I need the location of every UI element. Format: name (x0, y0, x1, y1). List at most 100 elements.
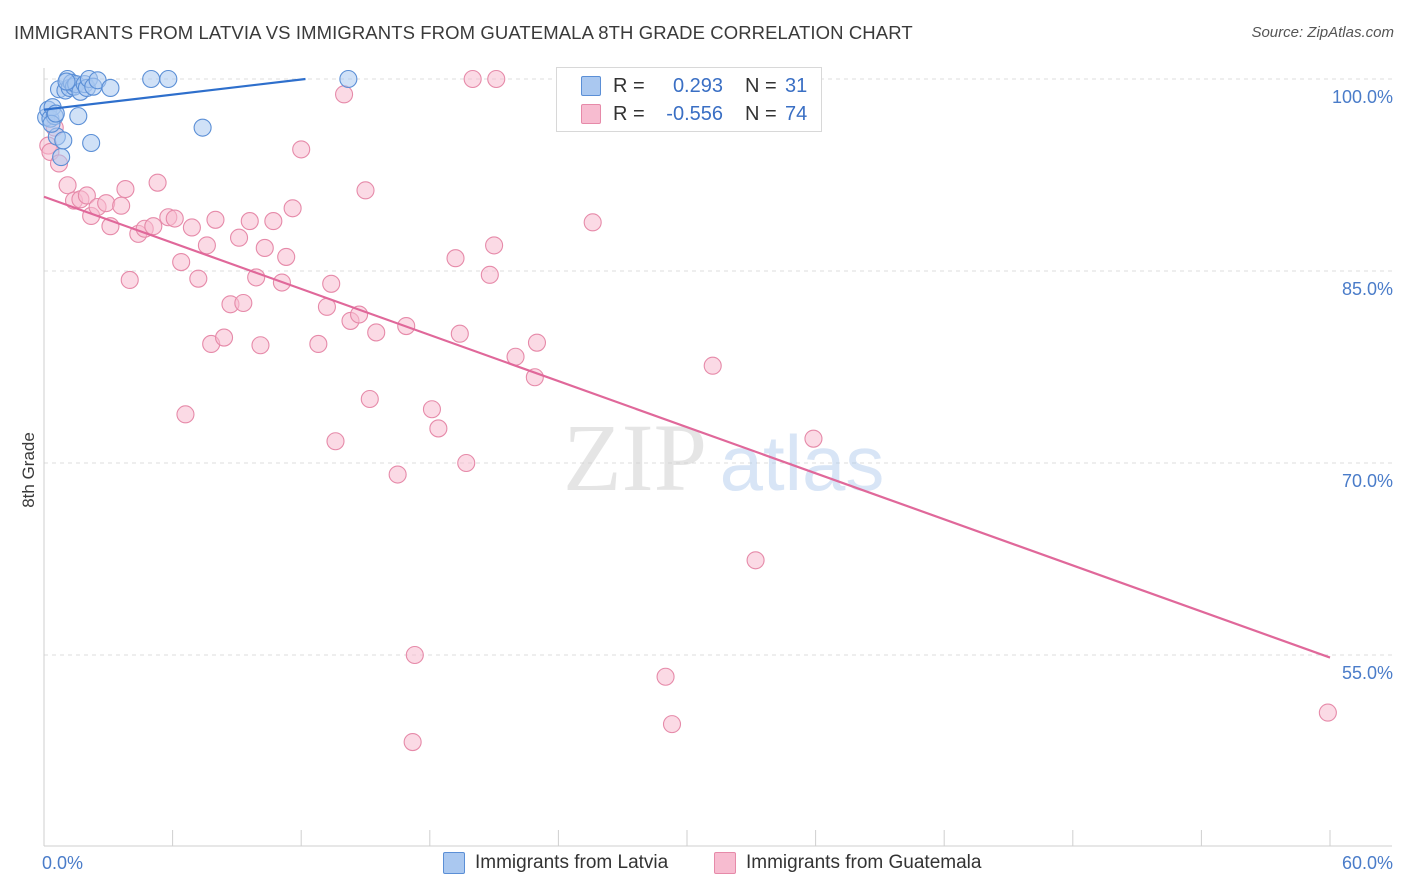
guatemala-point-48 (356, 181, 375, 200)
guatemala-point-12 (112, 196, 131, 215)
guatemala-n-label: N = (745, 102, 777, 125)
guatemala-trend-line (43, 195, 1331, 659)
tick-labels: 100.0% 85.0% 70.0% 55.0% 0.0% 60.0% (42, 87, 1393, 873)
guatemala-points (39, 69, 1337, 752)
x-tick-label-0: 0.0% (42, 853, 83, 873)
guatemala-point-20 (165, 209, 184, 228)
latvia-point-27 (339, 69, 358, 89)
legend-row-latvia: R = 0.293 N = 31 (581, 73, 807, 99)
guatemala-point-56 (429, 419, 448, 438)
latvia-swatch (581, 76, 601, 96)
y-tick-label-0: 100.0% (1332, 87, 1393, 107)
latvia-point-20 (82, 133, 101, 153)
guatemala-point-25 (197, 236, 216, 255)
guatemala-point-57 (446, 249, 465, 268)
guatemala-point-49 (360, 389, 379, 409)
guatemala-point-30 (229, 228, 249, 247)
guatemala-point-54 (405, 645, 424, 665)
guatemala-point-63 (487, 69, 506, 89)
guatemala-point-45 (335, 85, 354, 104)
guatemala-point-61 (480, 265, 499, 284)
axes (43, 68, 1392, 847)
trend-lines (43, 77, 1331, 659)
guatemala-point-51 (388, 465, 407, 484)
latvia-point-7 (52, 148, 71, 167)
x-tick-label-1: 60.0% (1342, 853, 1393, 873)
guatemala-point-41 (309, 334, 328, 354)
guatemala-point-21 (172, 252, 191, 272)
guatemala-point-7 (77, 186, 96, 205)
y-axis-label: 8th Grade (19, 432, 38, 508)
guatemala-point-32 (240, 212, 259, 231)
series-legend: Immigrants from Latvia Immigrants from G… (0, 852, 1406, 878)
guatemala-point-35 (255, 238, 274, 258)
guatemala-point-36 (264, 212, 283, 231)
guatemala-point-14 (120, 270, 139, 290)
guatemala-point-17 (144, 217, 163, 236)
guatemala-point-66 (527, 333, 547, 352)
guatemala-point-40 (292, 140, 311, 159)
guatemala-point-67 (583, 213, 602, 232)
guatemala-point-71 (746, 551, 765, 570)
latvia-r-value: 0.293 (672, 74, 723, 97)
guatemala-r-label: R = (613, 102, 645, 125)
guatemala-point-68 (656, 667, 675, 686)
y-tick-label-2: 70.0% (1342, 471, 1393, 491)
guatemala-point-59 (457, 453, 476, 473)
latvia-n-label: N = (745, 74, 777, 97)
guatemala-point-34 (251, 336, 270, 355)
guatemala-point-38 (277, 247, 296, 266)
watermark-zip: ZIP (563, 404, 707, 511)
guatemala-point-24 (189, 269, 208, 288)
guatemala-point-28 (214, 328, 234, 347)
legend-guatemala-swatch (714, 852, 736, 874)
guatemala-point-27 (206, 210, 225, 229)
guatemala-point-39 (283, 199, 302, 218)
latvia-point-15 (69, 107, 88, 126)
latvia-point-26 (193, 118, 212, 137)
guatemala-point-23 (182, 218, 201, 237)
latvia-r-label: R = (613, 74, 645, 97)
guatemala-point-43 (322, 274, 341, 293)
guatemala-point-73 (804, 429, 823, 448)
guatemala-point-22 (176, 405, 195, 424)
legend-item-guatemala: Immigrants from Guatemala (714, 852, 981, 874)
guatemala-point-53 (403, 732, 422, 752)
guatemala-point-18 (148, 173, 167, 192)
latvia-point-8 (54, 131, 73, 150)
guatemala-point-13 (116, 180, 135, 199)
guatemala-point-62 (485, 236, 504, 255)
guatemala-point-69 (662, 715, 682, 734)
stats-legend: R = 0.293 N = 31 R = -0.556 N = 74 (556, 67, 822, 132)
guatemala-point-4 (58, 176, 77, 195)
legend-latvia-swatch (443, 852, 465, 874)
latvia-point-23 (101, 78, 120, 98)
guatemala-point-58 (450, 324, 469, 343)
y-tick-label-1: 85.0% (1342, 279, 1393, 299)
latvia-trend-line (43, 77, 306, 111)
guatemala-r-value: -0.556 (666, 102, 723, 125)
legend-latvia-label: Immigrants from Latvia (475, 852, 669, 873)
chart-title: IMMIGRANTS FROM LATVIA VS IMMIGRANTS FRO… (14, 22, 913, 43)
latvia-n-value: 31 (785, 74, 808, 97)
legend-guatemala-label: Immigrants from Guatemala (746, 852, 982, 873)
source-label: Source: ZipAtlas.com (1251, 24, 1394, 41)
latvia-point-30 (57, 72, 76, 91)
latvia-point-25 (159, 69, 178, 89)
guatemala-point-70 (703, 356, 722, 375)
guatemala-point-60 (463, 69, 482, 89)
latvia-points (37, 69, 358, 167)
legend-item-latvia: Immigrants from Latvia (443, 852, 668, 874)
guatemala-point-50 (367, 323, 386, 342)
guatemala-n-value: 74 (785, 102, 808, 125)
y-tick-label-3: 55.0% (1342, 663, 1393, 683)
guatemala-point-44 (326, 432, 345, 451)
guatemala-point-74 (1318, 703, 1337, 722)
guatemala-point-55 (422, 400, 441, 419)
guatemala-swatch (581, 104, 601, 124)
legend-row-guatemala: R = -0.556 N = 74 (581, 101, 807, 127)
watermark-atlas: atlas (720, 419, 885, 507)
guatemala-point-10 (97, 194, 116, 213)
latvia-point-24 (142, 69, 161, 89)
